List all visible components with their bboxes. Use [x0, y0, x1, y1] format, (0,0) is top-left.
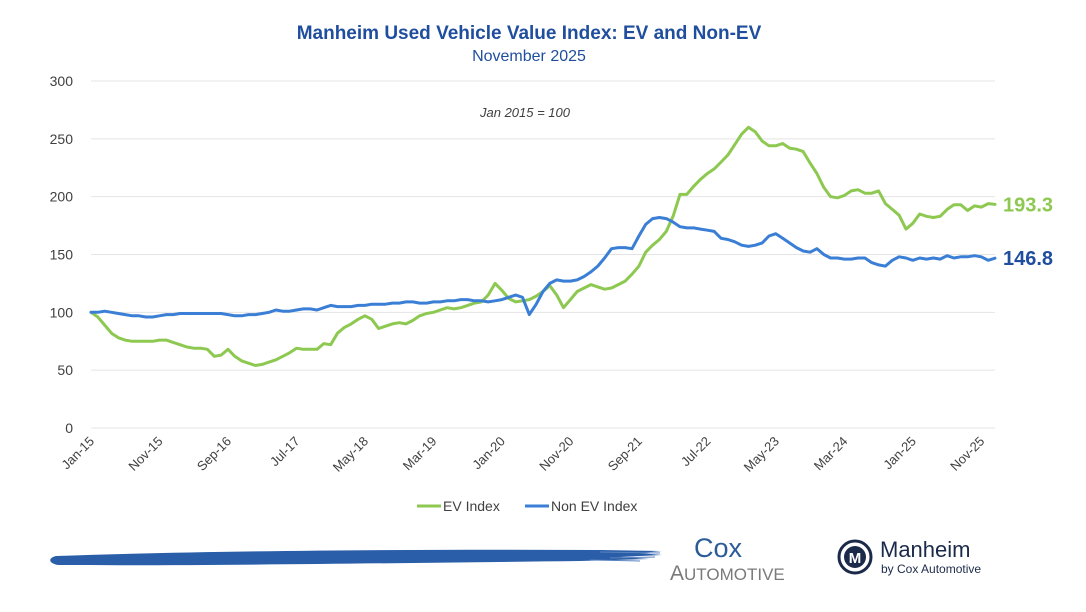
cox-logo-top: Cox	[694, 533, 743, 563]
legend-label-ev: EV Index	[443, 498, 500, 514]
legend-item-nonev[interactable]: Non EV Index	[525, 498, 637, 514]
x-tick-label: Nov-15	[125, 434, 165, 474]
x-tick-label: Nov-20	[536, 434, 576, 474]
x-tick-label: Jul-22	[678, 434, 714, 470]
svg-text:M: M	[849, 550, 862, 567]
series-line-ev	[89, 125, 997, 367]
y-tick-label: 250	[50, 131, 74, 147]
y-tick-label: 150	[50, 247, 74, 263]
y-tick-label: 200	[50, 189, 74, 205]
y-tick-label: 50	[57, 362, 73, 378]
baseline-annotation: Jan 2015 = 100	[479, 105, 571, 120]
x-tick-label: Nov-25	[947, 434, 987, 474]
manheim-m-icon: M	[837, 539, 873, 575]
gridlines	[91, 80, 995, 429]
x-tick-label: Sep-21	[605, 434, 645, 474]
end-label-ev: 193.3	[1003, 194, 1053, 216]
cox-logo-bottom: AUTOMOTIVE	[670, 562, 785, 585]
y-tick-label: 300	[50, 73, 74, 89]
x-tick-label: Mar-24	[811, 434, 851, 474]
legend-item-ev[interactable]: EV Index	[417, 498, 500, 514]
x-axis-ticks: Jan-15 Nov-15 Sep-16 Jul-17 May-18 Mar-19 Jan-…	[58, 434, 987, 475]
legend-label-nonev: Non EV Index	[551, 498, 637, 514]
y-axis-ticks: 0 50 100 150 200 250 300	[50, 73, 74, 436]
x-tick-label: Jan-25	[880, 434, 919, 473]
x-tick-label: Mar-19	[400, 434, 440, 474]
x-tick-label: Jan-20	[469, 434, 508, 473]
chart-title: Manheim Used Vehicle Value Index: EV and…	[297, 23, 762, 44]
chart-subtitle: November 2025	[472, 48, 586, 65]
series-lines	[89, 125, 997, 367]
x-tick-label: Sep-16	[194, 434, 234, 474]
manheim-logo-top: Manheim	[880, 537, 970, 562]
end-label-nonev: 146.8	[1003, 248, 1053, 270]
legend: EV Index Non EV Index	[417, 498, 637, 514]
x-tick-label: Jan-15	[58, 434, 97, 473]
cox-automotive-logo: Cox AUTOMOTIVE	[670, 533, 785, 585]
x-tick-label: May-18	[330, 434, 371, 475]
x-tick-label: May-23	[741, 434, 782, 475]
y-tick-label: 100	[50, 304, 74, 320]
end-labels: 193.3 146.8	[1003, 194, 1053, 270]
manheim-logo-bottom: by Cox Automotive	[881, 562, 981, 576]
y-tick-label: 0	[65, 420, 73, 436]
series-line-nonev	[89, 216, 997, 319]
x-tick-label: Jul-17	[267, 434, 303, 470]
manheim-logo: M Manheim by Cox Automotive	[837, 537, 981, 576]
brush-stroke-decoration	[50, 549, 662, 566]
